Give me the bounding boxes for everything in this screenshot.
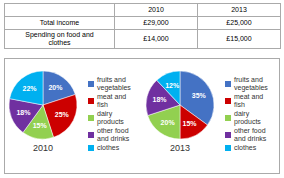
html-text:2013: 2013 bbox=[231, 6, 247, 13]
html-text:fruits and: fruits and bbox=[97, 76, 126, 84]
html-text:vegetables: vegetables bbox=[234, 83, 268, 91]
svg-text:22%: 22% bbox=[23, 85, 38, 92]
svg-text:18%: 18% bbox=[153, 96, 168, 103]
svg-text:35%: 35% bbox=[192, 92, 207, 99]
html-text:fish: fish bbox=[97, 100, 108, 108]
html-text:fruits and: fruits and bbox=[234, 76, 263, 84]
html-text:other food: other food bbox=[97, 127, 129, 135]
html-text:meat and: meat and bbox=[234, 93, 264, 101]
svg-text:18%: 18% bbox=[16, 109, 31, 116]
html-text:products: products bbox=[234, 117, 261, 125]
html-text:£25,000: £25,000 bbox=[226, 19, 252, 26]
html-text:and drinks: and drinks bbox=[234, 134, 267, 142]
html-text:clothes: clothes bbox=[48, 39, 71, 46]
svg-text:20%: 20% bbox=[48, 84, 63, 91]
svg-text:15%: 15% bbox=[33, 122, 48, 129]
html-text:Spending on food and: Spending on food and bbox=[25, 31, 94, 38]
html-text:and drinks: and drinks bbox=[97, 134, 130, 142]
html-text:clothes: clothes bbox=[97, 144, 120, 152]
html-text:vegetables: vegetables bbox=[97, 83, 131, 91]
html-text:other food: other food bbox=[234, 127, 266, 135]
html-text:2010: 2010 bbox=[148, 6, 164, 13]
svg-text:20%: 20% bbox=[161, 119, 176, 126]
html-text:fish: fish bbox=[234, 100, 245, 108]
html-text:£15,000: £15,000 bbox=[226, 35, 252, 42]
html-text:meat and: meat and bbox=[97, 93, 127, 101]
html-text:products: products bbox=[97, 117, 124, 125]
html-text:Total income: Total income bbox=[39, 19, 80, 26]
html-text:dairy: dairy bbox=[234, 110, 250, 118]
svg-text:25%: 25% bbox=[55, 111, 70, 118]
svg-text:12%: 12% bbox=[165, 82, 180, 89]
html-text:2013: 2013 bbox=[170, 143, 190, 153]
html-text:dairy: dairy bbox=[97, 110, 113, 118]
html-text:2010: 2010 bbox=[33, 143, 53, 153]
html-text:£14,000: £14,000 bbox=[143, 35, 169, 42]
html-text:clothes: clothes bbox=[234, 144, 257, 152]
svg-text:15%: 15% bbox=[183, 120, 198, 127]
html-text:£29,000: £29,000 bbox=[143, 19, 169, 26]
